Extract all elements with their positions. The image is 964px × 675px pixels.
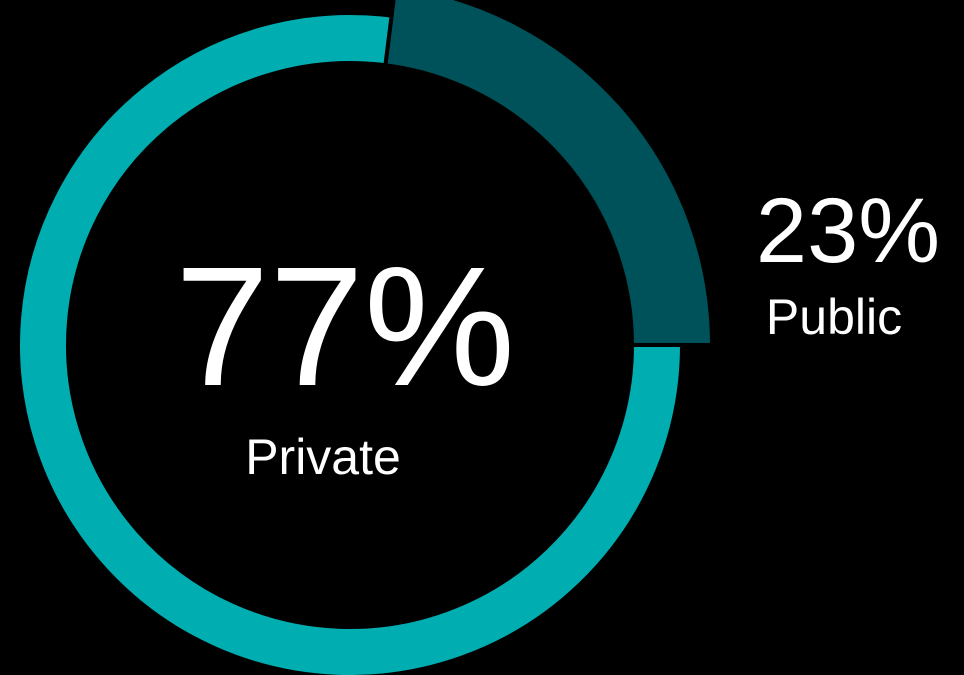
value-label: 23% — [756, 180, 940, 282]
slice — [383, 0, 715, 347]
slice — [16, 11, 685, 675]
slices — [16, 0, 715, 675]
category-label: Public — [766, 289, 902, 345]
category-label: Private — [245, 429, 401, 485]
value-label: 77% — [175, 232, 515, 422]
